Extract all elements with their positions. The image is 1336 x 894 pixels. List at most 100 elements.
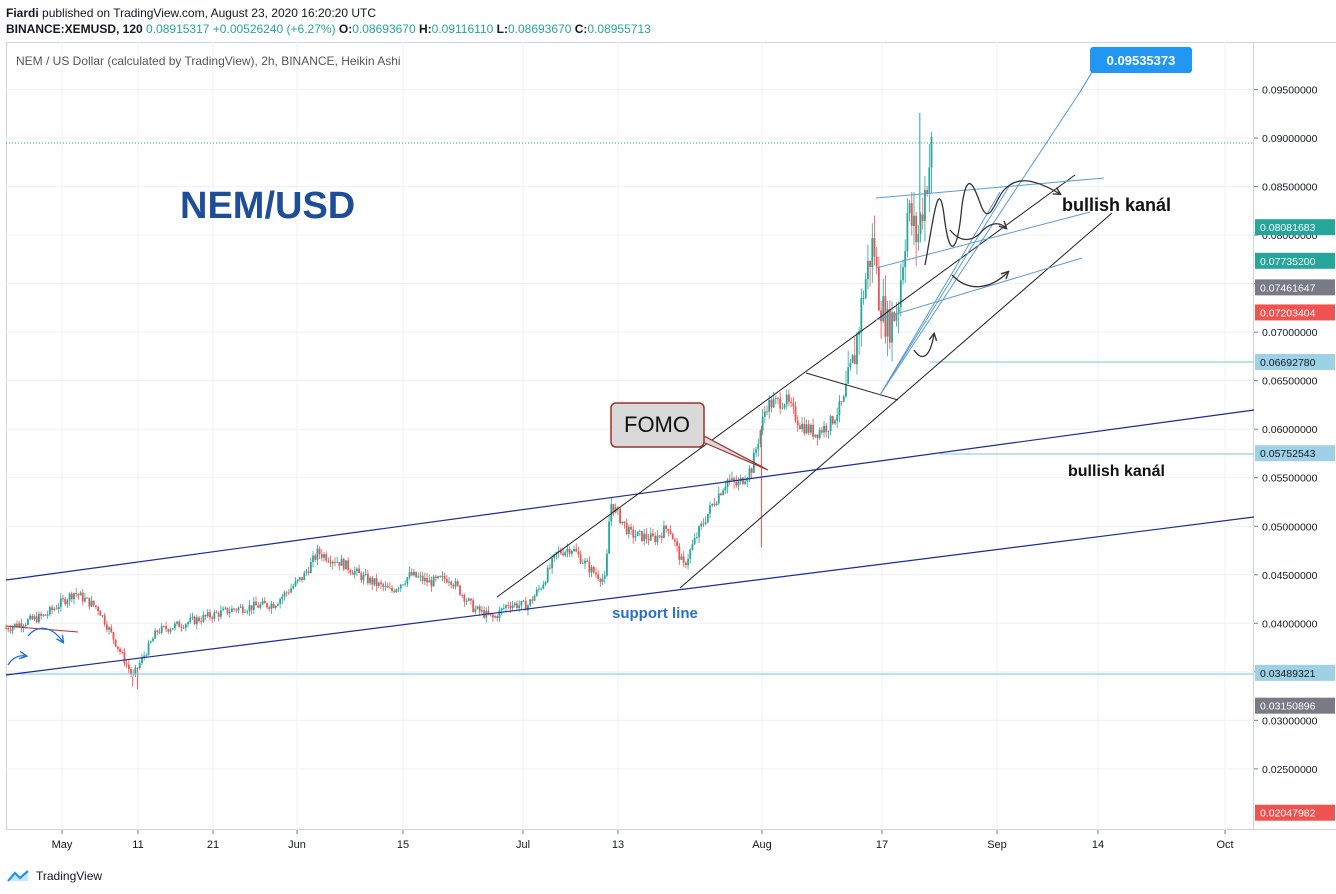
candle-body: [527, 605, 529, 611]
candle-body: [792, 402, 795, 407]
candle-body: [59, 598, 62, 607]
candle-body: [636, 531, 639, 536]
candle-body: [494, 616, 496, 618]
candle-body: [823, 425, 825, 433]
price-tag-label: 0.05752543: [1260, 448, 1316, 460]
target-price-label: 0.09535373: [1090, 47, 1192, 73]
candle-body: [542, 584, 545, 589]
chart-svg[interactable]: 0.095000000.090000000.085000000.08000000…: [0, 0, 1336, 860]
wave-path-1: [924, 180, 1060, 266]
candle-body: [40, 613, 42, 616]
candle-body: [200, 621, 203, 622]
candle-body: [522, 600, 525, 602]
blue-arrow-1: [7, 656, 26, 666]
candle-body: [919, 214, 922, 235]
candle-body: [84, 597, 86, 602]
candle-body: [599, 579, 602, 582]
x-tick-label: 13: [612, 839, 624, 851]
y-tick-label: 0.04500000: [1262, 570, 1318, 582]
candle-body: [737, 481, 740, 486]
candle-body: [524, 600, 527, 611]
publish-info: Fiardi published on TradingView.com, Aug…: [6, 6, 376, 20]
candle-body: [224, 607, 227, 609]
candle-body: [452, 585, 455, 587]
candle-body: [717, 493, 720, 504]
candle-body: [24, 624, 27, 627]
candle-body: [116, 646, 119, 649]
black-flag-line: [805, 372, 899, 401]
candle-body: [544, 582, 547, 585]
candle-body: [682, 556, 685, 563]
candle-body: [430, 580, 433, 587]
candle-body: [487, 610, 490, 615]
candle-body: [364, 573, 367, 575]
candle-body: [562, 553, 564, 556]
candle-body: [750, 468, 753, 473]
candle-body: [895, 313, 898, 321]
candle-body: [612, 504, 615, 513]
candle-body: [305, 571, 308, 573]
candle-body: [476, 606, 479, 609]
price-axis[interactable]: [1254, 42, 1336, 830]
candle-body: [103, 615, 106, 625]
candle-body: [842, 396, 845, 402]
lightblue-lower: [875, 257, 1083, 321]
x-tick-label: Jun: [288, 839, 306, 851]
candle-body: [415, 571, 418, 578]
candle-body: [801, 423, 804, 430]
chart-pane[interactable]: [6, 42, 1254, 830]
candle-body: [288, 592, 290, 594]
candle-body: [803, 423, 806, 434]
price-tag-label: 0.03150896: [1260, 701, 1316, 713]
candle-body: [875, 256, 878, 267]
candle-body: [327, 560, 330, 562]
candle-body: [274, 605, 277, 608]
candle-body: [860, 298, 863, 332]
candle-body: [663, 525, 665, 538]
candle-body: [204, 615, 207, 617]
candle-body: [163, 625, 165, 627]
candle-body: [211, 617, 214, 619]
candle-body: [277, 604, 279, 606]
candle-body: [785, 394, 788, 405]
candle-body: [724, 486, 727, 491]
candle-body: [678, 545, 681, 560]
candle-body: [831, 416, 834, 424]
candle-body: [380, 582, 382, 585]
price-tag-label: 0.07461647: [1260, 282, 1316, 294]
candle-body: [917, 234, 920, 243]
high-label: H:: [419, 22, 432, 36]
y-tick-label: 0.06000000: [1262, 424, 1318, 436]
x-tick-label: 15: [397, 839, 409, 851]
candles: [5, 112, 933, 690]
candle-body: [167, 629, 170, 632]
price-tag-bg: [1255, 353, 1335, 370]
candle-body: [496, 616, 499, 618]
candle-body: [671, 533, 674, 540]
price-tag-label: 0.03489321: [1260, 668, 1316, 680]
candle-body: [564, 551, 567, 556]
candle-body: [702, 523, 705, 525]
y-tick-label: 0.04000000: [1262, 618, 1318, 630]
x-axis-labels: May 11 21 Jun 15 Jul 13 Aug 17 Sep 14 Oct: [52, 830, 1234, 851]
footer-brand[interactable]: TradingView: [6, 866, 102, 886]
candle-body: [272, 603, 275, 608]
candle-body: [538, 588, 540, 590]
close-value: 0.08955713: [587, 22, 651, 36]
candle-body: [695, 537, 698, 539]
candle-body: [448, 581, 450, 583]
candle-body: [5, 628, 7, 629]
candle-body: [726, 479, 729, 487]
publisher-name[interactable]: Fiardi: [6, 6, 39, 20]
navy-channel-upper: [5, 409, 1255, 581]
y-tick-label: 0.05500000: [1262, 473, 1318, 485]
candle-body: [110, 627, 113, 633]
candle-body: [606, 553, 608, 576]
bullish-channel-label-2: bullish kanál: [1068, 463, 1165, 480]
candle-body: [301, 577, 303, 581]
candle-body: [145, 655, 148, 656]
candle-body: [643, 533, 646, 541]
candle-body: [423, 577, 426, 582]
candle-body: [270, 603, 273, 609]
candle-body: [584, 560, 586, 564]
